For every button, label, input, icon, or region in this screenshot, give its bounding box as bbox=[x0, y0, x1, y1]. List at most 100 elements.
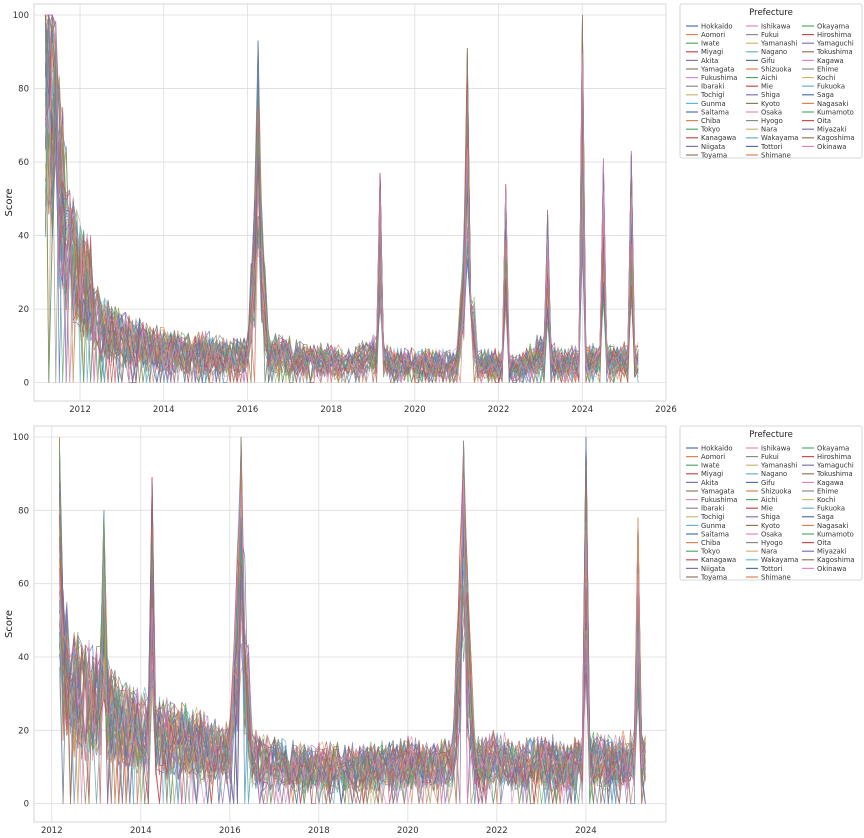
legend-entry-aichi: Aichi bbox=[761, 74, 778, 82]
legend-title: Prefecture bbox=[749, 8, 793, 18]
legend-entry-nagano: Nagano bbox=[761, 470, 787, 478]
legend-entry-kochi: Kochi bbox=[817, 496, 835, 504]
legend-entry-hiroshima: Hiroshima bbox=[817, 31, 851, 39]
legend-entry-akita: Akita bbox=[701, 479, 718, 487]
legend-entry-tokyo: Tokyo bbox=[700, 548, 720, 556]
legend-entry-yamaguchi: Yamaguchi bbox=[816, 40, 854, 48]
legend-entry-nagasaki: Nagasaki bbox=[817, 522, 848, 530]
legend-entry-yamaguchi: Yamaguchi bbox=[816, 462, 854, 470]
legend-entry-shizuoka: Shizuoka bbox=[761, 65, 792, 73]
y-tick-label: 100 bbox=[13, 11, 29, 21]
legend-entry-tochigi: Tochigi bbox=[700, 513, 724, 521]
legend-entry-hokkaido: Hokkaido bbox=[701, 22, 733, 30]
legend-entry-wakayama: Wakayama bbox=[761, 134, 798, 142]
series-line-miyazaki bbox=[59, 493, 646, 804]
legend-entry-kyoto: Kyoto bbox=[761, 100, 780, 108]
y-tick-label: 0 bbox=[24, 800, 29, 810]
series-line-oita bbox=[44, 14, 639, 383]
series-line-kumamoto bbox=[44, 22, 639, 383]
series-line-oita bbox=[59, 477, 646, 804]
legend-entry-kanagawa: Kanagawa bbox=[701, 556, 736, 564]
series-line-saga bbox=[59, 436, 646, 804]
legend-entry-nagano: Nagano bbox=[761, 48, 787, 56]
y-axis-label: Score bbox=[4, 188, 15, 216]
x-tick-label: 2014 bbox=[130, 826, 152, 836]
legend-entry-miyagi: Miyagi bbox=[701, 470, 723, 478]
legend-entry-fukushima: Fukushima bbox=[701, 74, 737, 82]
legend-entry-shiga: Shiga bbox=[761, 513, 780, 521]
legend-entry-chiba: Chiba bbox=[701, 117, 720, 125]
legend-entry-tokushima: Tokushima bbox=[816, 470, 853, 478]
x-tick-label: 2012 bbox=[41, 826, 63, 836]
legend: Prefecture HokkaidoAomoriIwateMiyagiAkita… bbox=[679, 3, 863, 159]
y-tick-label: 40 bbox=[18, 232, 29, 242]
y-tick-label: 60 bbox=[18, 580, 29, 590]
legend-entry-mie: Mie bbox=[761, 83, 773, 91]
series-line-okinawa bbox=[44, 26, 639, 384]
legend-entry-okayama: Okayama bbox=[817, 22, 849, 30]
legend-entry-niigata: Niigata bbox=[701, 565, 725, 573]
legend-entry-ehime: Ehime bbox=[817, 487, 838, 495]
legend-title: Prefecture bbox=[749, 430, 793, 440]
y-tick-label: 80 bbox=[18, 85, 29, 95]
legend-entry-okinawa: Okinawa bbox=[817, 143, 846, 151]
legend-entry-osaka: Osaka bbox=[761, 530, 782, 538]
legend-entry-shizuoka: Shizuoka bbox=[761, 487, 792, 495]
legend-entry-kanagawa: Kanagawa bbox=[701, 134, 736, 142]
legend-entry-akita: Akita bbox=[701, 57, 718, 65]
series-line-kumamoto bbox=[59, 440, 646, 804]
y-tick-label: 100 bbox=[13, 433, 29, 443]
legend-entry-tottori: Tottori bbox=[760, 143, 782, 151]
legend-entry-hokkaido: Hokkaido bbox=[701, 444, 733, 452]
legend-entry-miyazaki: Miyazaki bbox=[817, 548, 847, 556]
legend-entry-kochi: Kochi bbox=[817, 74, 835, 82]
legend-entry-niigata: Niigata bbox=[701, 143, 725, 151]
legend-entry-shimane: Shimane bbox=[761, 151, 791, 159]
legend-entry-kagoshima: Kagoshima bbox=[817, 556, 855, 564]
x-tick-label: 2020 bbox=[397, 826, 419, 836]
series-group bbox=[44, 14, 639, 384]
legend-entry-fukui: Fukui bbox=[761, 31, 779, 39]
x-tick-label: 2024 bbox=[571, 405, 593, 415]
legend-entry-oita: Oita bbox=[817, 117, 831, 125]
x-tick-label: 2018 bbox=[308, 826, 330, 836]
legend-entry-tochigi: Tochigi bbox=[700, 91, 724, 99]
legend-entry-toyama: Toyama bbox=[700, 151, 727, 159]
legend-entry-yamanashi: Yamanashi bbox=[760, 40, 797, 48]
x-tick-label: 2026 bbox=[655, 405, 677, 415]
legend-entry-fukuoka: Fukuoka bbox=[817, 505, 845, 513]
legend-entry-saitama: Saitama bbox=[701, 108, 729, 116]
legend-entry-fukushima: Fukushima bbox=[701, 496, 737, 504]
legend-entry-hiroshima: Hiroshima bbox=[817, 453, 851, 461]
legend-entry-ishikawa: Ishikawa bbox=[761, 22, 790, 30]
legend-entry-nagasaki: Nagasaki bbox=[817, 100, 848, 108]
x-tick-label: 2016 bbox=[237, 405, 259, 415]
legend-entry-saga: Saga bbox=[817, 91, 834, 99]
y-tick-label: 80 bbox=[18, 506, 29, 516]
legend-entry-ishikawa: Ishikawa bbox=[761, 444, 790, 452]
x-tick-label: 2014 bbox=[153, 405, 175, 415]
series-line-okinawa bbox=[59, 478, 646, 804]
legend-entry-yamagata: Yamagata bbox=[700, 65, 734, 73]
legend-entry-miyagi: Miyagi bbox=[701, 48, 723, 56]
x-tick-label: 2016 bbox=[219, 826, 241, 836]
legend-entry-kagawa: Kagawa bbox=[817, 57, 844, 65]
legend-entry-gifu: Gifu bbox=[761, 57, 775, 65]
legend-entry-yamanashi: Yamanashi bbox=[760, 462, 797, 470]
legend: Prefecture HokkaidoAomoriIwateMiyagiAkita… bbox=[679, 425, 863, 581]
legend-entry-yamagata: Yamagata bbox=[700, 487, 734, 495]
series-line-miyazaki bbox=[44, 14, 639, 384]
legend-entry-mie: Mie bbox=[761, 505, 773, 513]
legend-entry-miyazaki: Miyazaki bbox=[817, 126, 847, 134]
legend-entry-fukuoka: Fukuoka bbox=[817, 83, 845, 91]
legend-entry-oita: Oita bbox=[817, 539, 831, 547]
series-group bbox=[59, 436, 646, 805]
y-tick-label: 20 bbox=[18, 726, 29, 736]
y-axis-label: Score bbox=[4, 610, 15, 638]
legend-entry-hyogo: Hyogo bbox=[761, 539, 783, 547]
legend-entry-gifu: Gifu bbox=[761, 479, 775, 487]
legend-entry-wakayama: Wakayama bbox=[761, 556, 798, 564]
series-line-kagoshima bbox=[59, 436, 646, 804]
series-line-tokushima bbox=[59, 444, 646, 804]
